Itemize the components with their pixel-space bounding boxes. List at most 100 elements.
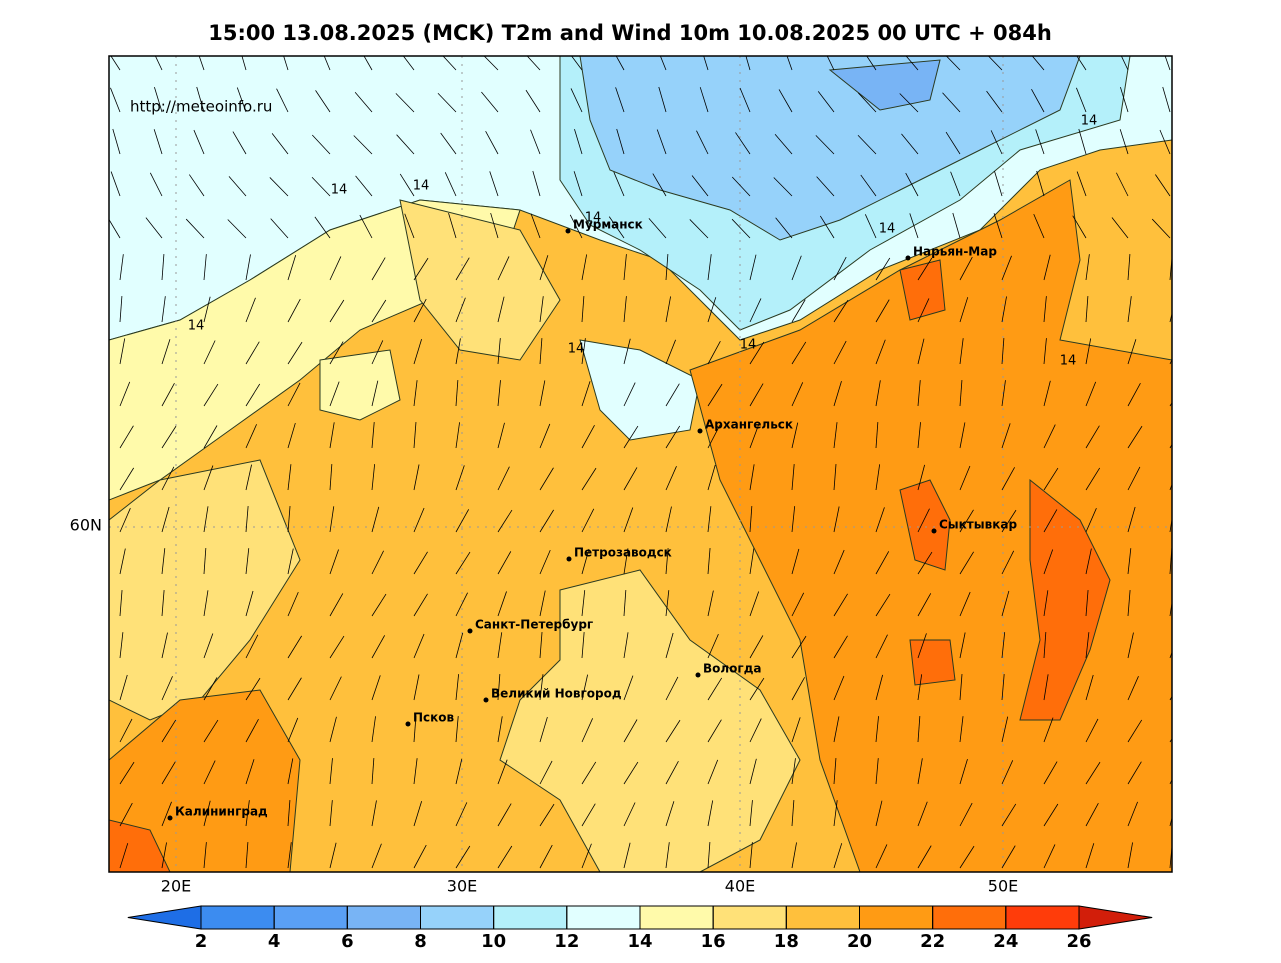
wind-barb: [455, 338, 461, 365]
wind-barb: [816, 176, 835, 197]
wind-barb: [1169, 816, 1172, 827]
wind-barb: [833, 340, 847, 365]
wind-barb: [665, 676, 679, 701]
wind-barb: [483, 56, 499, 71]
wind-barb: [1127, 466, 1141, 491]
map-area: [109, 56, 1172, 872]
wind-barb: [1085, 425, 1100, 449]
wind-barb: [959, 465, 971, 491]
wind-barb: [203, 254, 207, 281]
wind-barb: [833, 464, 837, 491]
wind-barb: [245, 719, 259, 743]
wind-barb: [623, 467, 638, 491]
wind-barb: [1043, 549, 1054, 575]
temperature-region: [399, 199, 561, 361]
wind-barb: [1043, 424, 1056, 449]
wind-barb: [371, 257, 386, 281]
wind-barb: [276, 88, 289, 113]
wind-barb: [539, 844, 553, 869]
wind-barb: [203, 465, 214, 491]
wind-barb: [623, 802, 636, 827]
wind-barb: [245, 800, 250, 827]
lon-label: 20E: [161, 877, 191, 896]
city-label: Петрозаводск: [574, 546, 672, 560]
wind-barb: [1127, 296, 1132, 323]
wind-barb: [665, 339, 676, 365]
wind-barb: [1043, 761, 1058, 785]
wind-barb: [1001, 803, 1017, 827]
wind-barb: [573, 171, 583, 197]
wind-barb: [819, 215, 835, 239]
wind-barb: [539, 760, 553, 785]
map-frame: [108, 55, 1173, 873]
wind-barb: [833, 593, 848, 617]
wind-barb: [1043, 590, 1049, 617]
wind-barb: [917, 257, 933, 281]
wind-barb: [497, 845, 513, 869]
city-label: Санкт-Петербург: [475, 618, 593, 632]
wind-barb: [1072, 215, 1087, 239]
wind-barb: [959, 422, 966, 449]
wind-barb: [329, 716, 337, 743]
wind-barb: [539, 296, 544, 323]
wind-barb: [749, 383, 764, 407]
city-dot: [565, 228, 571, 234]
wind-barb: [287, 341, 303, 365]
wind-barb: [413, 257, 429, 281]
temperature-region: [109, 819, 171, 872]
wind-barb: [581, 508, 595, 533]
wind-barb: [497, 509, 513, 533]
wind-barb: [236, 87, 247, 113]
wind-barb: [203, 296, 211, 323]
wind-barb: [959, 758, 968, 785]
wind-barb: [665, 801, 675, 827]
wind-barb: [959, 845, 975, 869]
wind-barb: [455, 422, 460, 449]
wind-barb: [1085, 381, 1097, 407]
wind-barb: [363, 56, 373, 71]
wind-barb: [497, 338, 501, 365]
wind-barb: [1085, 761, 1101, 785]
wind-barb: [1001, 296, 1007, 323]
temperature-region: [828, 59, 941, 111]
wind-barb: [993, 213, 1003, 239]
wind-barb: [616, 128, 625, 155]
wind-barb: [455, 551, 471, 575]
wind-barb: [623, 675, 634, 701]
wind-barb: [574, 129, 583, 155]
wind-barb: [287, 255, 297, 281]
wind-barb: [581, 425, 595, 449]
wind-barb: [455, 592, 468, 617]
wind-barb: [245, 506, 249, 533]
wind-barb: [1085, 467, 1101, 491]
wind-barb: [857, 134, 877, 155]
temperature-region: [899, 479, 951, 571]
wind-barb: [1001, 255, 1012, 281]
wind-barb: [1127, 842, 1133, 869]
wind-barb: [1085, 338, 1092, 365]
wind-barb: [112, 128, 121, 155]
wind-barb: [707, 340, 721, 365]
contour-label: 14: [1060, 354, 1077, 369]
wind-barb: [959, 256, 973, 281]
wind-barb: [875, 634, 888, 659]
wind-barb: [1043, 380, 1051, 407]
wind-barb: [287, 591, 299, 617]
wind-barb: [1043, 467, 1059, 491]
wind-barb: [442, 56, 457, 71]
wind-barb: [287, 717, 299, 743]
wind-barb: [569, 214, 583, 239]
wind-barb: [287, 548, 294, 575]
wind-barb: [623, 719, 638, 743]
wind-barb: [1043, 509, 1058, 533]
wind-barb: [909, 213, 919, 239]
colorbar-tick-label: 4: [268, 931, 281, 952]
wind-barb: [203, 719, 219, 743]
wind-barb: [311, 176, 331, 197]
wind-barb: [615, 56, 625, 71]
wind-barb: [749, 506, 753, 533]
wind-barb: [749, 341, 765, 365]
wind-barb: [707, 506, 712, 533]
wind-barb: [917, 716, 921, 743]
wind-barb: [149, 172, 163, 197]
